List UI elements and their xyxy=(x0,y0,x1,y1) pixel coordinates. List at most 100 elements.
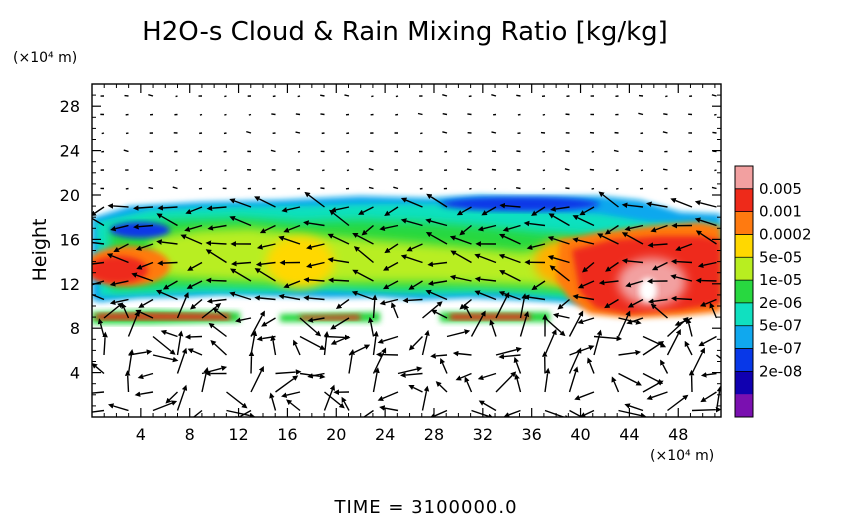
velocity-arrow xyxy=(642,380,664,393)
velocity-arrow xyxy=(323,331,330,356)
x-tick-label: 36 xyxy=(522,425,542,444)
velocity-arrow xyxy=(624,224,644,232)
velocity-arrow xyxy=(270,335,277,356)
velocity-arrow xyxy=(269,392,277,411)
velocity-arrow xyxy=(640,169,644,172)
velocity-arrow xyxy=(493,187,497,190)
velocity-arrow xyxy=(446,329,471,338)
velocity-arrow xyxy=(435,381,448,393)
velocity-arrow xyxy=(627,298,644,308)
velocity-arrow xyxy=(208,322,227,338)
velocity-arrow xyxy=(306,261,325,269)
velocity-arrow xyxy=(406,243,423,252)
velocity-arrow xyxy=(108,403,129,412)
velocity-arrow xyxy=(176,347,188,374)
velocity-arrow xyxy=(686,317,693,337)
velocity-arrow xyxy=(499,270,521,282)
colorbar-swatch xyxy=(735,371,753,395)
velocity-arrow xyxy=(229,198,252,208)
velocity-arrow xyxy=(185,206,203,215)
velocity-arrow xyxy=(393,186,399,190)
velocity-arrow xyxy=(92,241,105,245)
y-axis: 4 8 12 16 20 24 28 xyxy=(60,94,721,407)
cloud-low-layer-core xyxy=(96,313,530,320)
velocity-arrow xyxy=(379,405,399,412)
velocity-arrow xyxy=(324,391,345,409)
velocity-arrow xyxy=(187,348,203,356)
colorbar-swatch xyxy=(735,280,753,304)
velocity-arrow xyxy=(712,131,717,134)
velocity-arrow xyxy=(256,243,276,250)
velocity-arrow xyxy=(176,384,188,411)
velocity-arrow xyxy=(248,113,252,116)
colorbar-swatch xyxy=(735,234,753,258)
colorbar-label: 0.005 xyxy=(759,180,802,198)
velocity-arrow xyxy=(330,206,350,213)
velocity-arrow xyxy=(471,409,494,417)
velocity-arrow xyxy=(489,319,497,337)
velocity-arrow xyxy=(157,260,178,266)
velocity-arrow xyxy=(358,206,374,215)
velocity-arrow xyxy=(327,233,350,245)
colorbar-swatch xyxy=(735,257,753,281)
velocity-arrow xyxy=(329,209,350,227)
velocity-arrow xyxy=(498,290,521,301)
velocity-arrow xyxy=(400,218,423,227)
velocity-arrow xyxy=(205,240,227,246)
velocity-arrow xyxy=(156,239,178,245)
velocity-arrow xyxy=(199,169,203,172)
velocity-arrow xyxy=(184,224,203,232)
velocity-arrow xyxy=(175,169,178,172)
cloud-core-yellow xyxy=(266,236,334,288)
velocity-arrow xyxy=(186,280,203,289)
velocity-arrow xyxy=(109,298,129,306)
velocity-arrow xyxy=(303,276,325,283)
colorbar-label: 1e-07 xyxy=(759,340,802,358)
velocity-arrow xyxy=(346,169,350,172)
velocity-arrow xyxy=(577,280,595,289)
velocity-arrow xyxy=(371,95,374,98)
velocity-arrow xyxy=(192,409,203,417)
velocity-arrow xyxy=(459,224,472,236)
velocity-arrow xyxy=(498,233,521,245)
velocity-arrow xyxy=(320,113,325,116)
velocity-arrow xyxy=(102,331,108,356)
velocity-arrow xyxy=(589,168,595,171)
velocity-arrow xyxy=(526,243,546,250)
velocity-arrow xyxy=(667,394,689,412)
velocity-arrow xyxy=(379,298,399,306)
velocity-arrow xyxy=(450,250,472,264)
velocity-arrow xyxy=(152,354,179,363)
cloud-fringe-top xyxy=(440,197,600,211)
velocity-arrow xyxy=(694,217,717,227)
velocity-arrow xyxy=(430,353,448,359)
velocity-arrow xyxy=(132,205,154,211)
velocity-arrow xyxy=(368,186,374,190)
velocity-arrow xyxy=(207,224,227,231)
velocity-arrow xyxy=(519,310,530,337)
velocity-arrow xyxy=(466,168,472,171)
velocity-arrow xyxy=(516,150,521,153)
velocity-arrow xyxy=(320,187,325,190)
velocity-arrow xyxy=(330,335,350,345)
velocity-arrow xyxy=(190,298,203,310)
y-tick-label: 16 xyxy=(60,230,80,249)
velocity-arrow xyxy=(467,113,472,116)
velocity-arrow xyxy=(474,276,497,282)
colorbar-label: 0.001 xyxy=(759,203,802,221)
velocity-arrow xyxy=(516,186,521,190)
colorbar-swatch xyxy=(735,325,753,350)
velocity-arrow xyxy=(572,215,595,227)
chart-title: H2O-s Cloud & Rain Mixing Ratio [kg/kg] xyxy=(142,17,668,47)
velocity-arrow xyxy=(514,373,522,393)
velocity-arrow xyxy=(335,298,350,309)
velocity-arrow xyxy=(495,371,517,393)
velocity-arrow xyxy=(307,372,325,379)
velocity-arrow xyxy=(499,202,521,209)
velocity-arrow xyxy=(323,384,335,411)
velocity-arrow xyxy=(408,336,424,351)
velocity-arrow xyxy=(531,280,546,291)
velocity-arrow xyxy=(92,206,105,217)
velocity-arrow xyxy=(477,224,497,232)
velocity-arrow xyxy=(647,242,668,248)
